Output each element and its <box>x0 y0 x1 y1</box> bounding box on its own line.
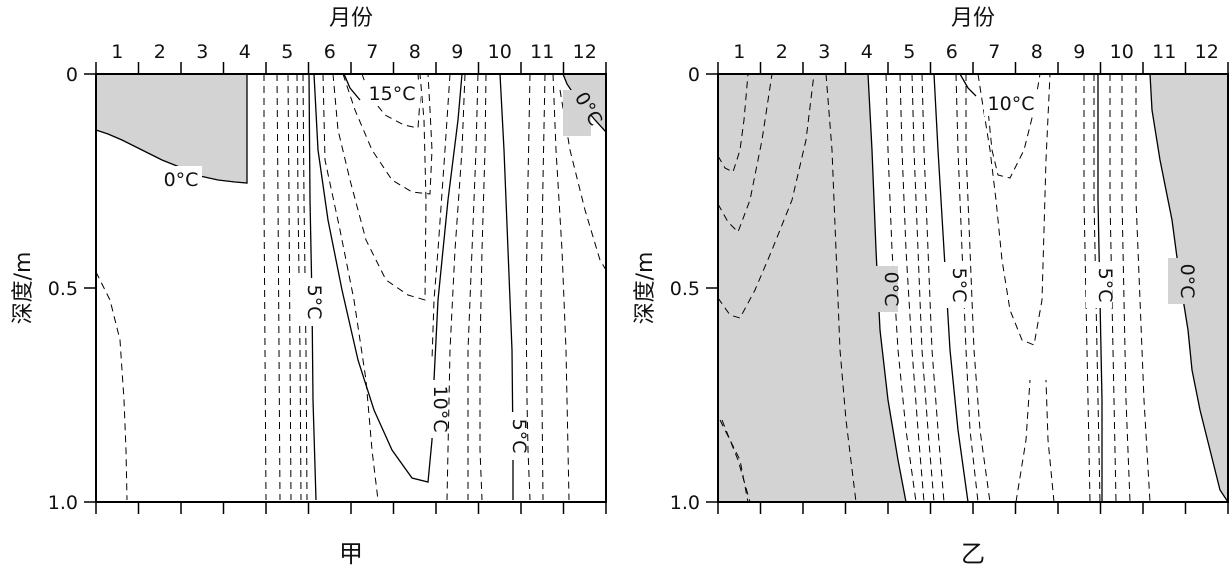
x-axis-title-yi: 月份 <box>951 6 995 31</box>
x-tick-label: 10 <box>488 41 512 63</box>
x-tick-labels-yi: 1 2 3 4 5 6 7 8 9 10 11 12 <box>733 41 1219 63</box>
y-tick-label: 0.5 <box>670 278 700 300</box>
y-tick-label: 1.0 <box>48 492 78 514</box>
axis-ticks-jia <box>84 62 607 514</box>
x-tick-label: 1 <box>111 41 123 63</box>
contour-label-5c-right: 5°C <box>508 419 530 454</box>
x-axis-title-jia: 月份 <box>329 6 373 31</box>
x-tick-label: 12 <box>573 41 597 63</box>
x-tick-label: 6 <box>946 41 958 63</box>
contour-label-5c-left: 5°C <box>948 268 970 303</box>
contour-label-15c: 15°C <box>369 83 416 105</box>
contour-label-0c-spring: 0°C <box>880 272 902 307</box>
x-tick-label: 10 <box>1110 41 1134 63</box>
x-tick-label: 12 <box>1195 41 1219 63</box>
x-tick-label: 4 <box>861 41 873 63</box>
y-tick-label: 1.0 <box>670 492 700 514</box>
x-tick-label: 8 <box>1031 41 1043 63</box>
contour-label-5c-right: 5°C <box>1094 268 1116 303</box>
y-tick-labels-yi: 0 0.5 1.0 <box>670 64 700 514</box>
x-tick-label: 8 <box>409 41 421 63</box>
x-tick-label: 9 <box>451 41 463 63</box>
dashed-isotherms <box>717 73 1151 503</box>
x-tick-label: 3 <box>196 41 208 63</box>
contour-label-0c-winter: 0°C <box>164 169 199 191</box>
dashed-isotherms <box>95 73 607 501</box>
x-tick-labels-jia: 1 2 3 4 5 6 7 8 9 10 11 12 <box>111 41 597 63</box>
isotherm-15c <box>343 73 361 101</box>
isotherm-0c-autumn <box>1149 73 1229 503</box>
y-tick-labels-jia: 0 0.5 1.0 <box>48 64 78 514</box>
shaded-region-winter <box>718 74 906 502</box>
panel-label-jia: 甲 <box>339 540 363 568</box>
y-tick-label: 0.5 <box>48 278 78 300</box>
shaded-region-winter <box>96 74 247 183</box>
x-tick-label: 4 <box>239 41 251 63</box>
axis-ticks-yi <box>706 62 1229 514</box>
panel-label-yi: 乙 <box>961 540 985 568</box>
contour-label-10c: 10°C <box>988 93 1035 115</box>
x-tick-label: 7 <box>988 41 1000 63</box>
x-tick-label: 6 <box>324 41 336 63</box>
contour-label-5c-left: 5°C <box>303 285 325 320</box>
x-tick-label: 11 <box>530 41 554 63</box>
x-tick-label: 9 <box>1073 41 1085 63</box>
isotherm-10c <box>313 73 463 483</box>
x-tick-label: 2 <box>154 41 166 63</box>
x-tick-label: 7 <box>366 41 378 63</box>
x-tick-label: 3 <box>818 41 830 63</box>
y-axis-title-yi: 深度/m <box>633 252 658 325</box>
y-axis-title-jia: 深度/m <box>11 252 36 325</box>
contour-label-0c-autumn: 0°C <box>1176 264 1198 299</box>
panel-yi: 1 2 3 4 5 6 7 8 9 10 11 12 00.51.0 月份 深度/m 乙 10°C 0… <box>633 6 1229 568</box>
x-tick-label: 5 <box>281 41 293 63</box>
contour-label-10c: 10°C <box>429 386 451 433</box>
x-tick-label: 11 <box>1152 41 1176 63</box>
y-tick-label: 0 <box>66 64 78 86</box>
isotherm-10c <box>959 73 977 97</box>
x-tick-label: 2 <box>776 41 788 63</box>
x-tick-label: 1 <box>733 41 745 63</box>
x-tick-label: 5 <box>903 41 915 63</box>
panel-jia: 1 2 3 4 5 6 7 8 9 10 11 12 00.51.0 月份 深度/m 甲 0°C 0°… <box>11 6 607 568</box>
isotherm-0c-spring <box>867 73 907 503</box>
y-tick-label: 0 <box>688 64 700 86</box>
